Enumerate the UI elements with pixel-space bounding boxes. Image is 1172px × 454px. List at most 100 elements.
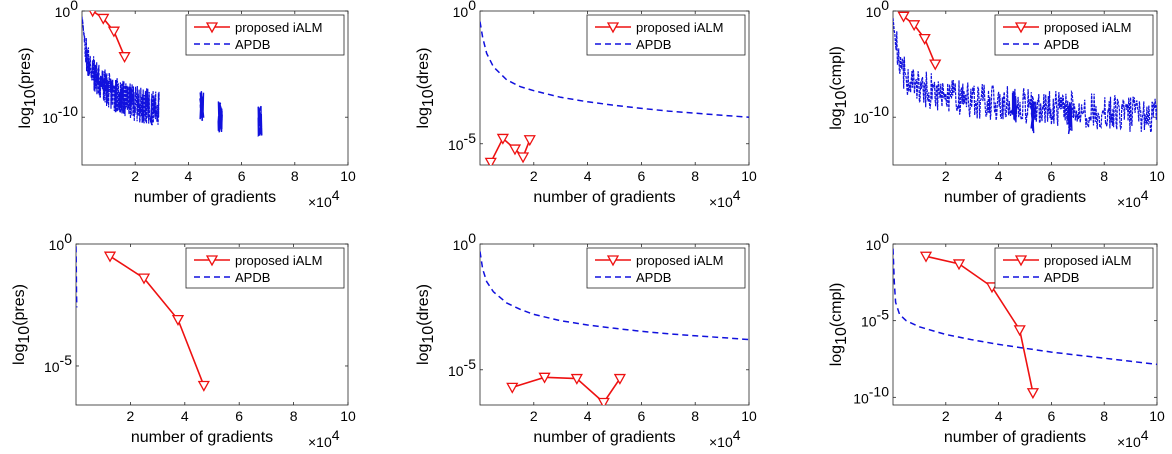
y-label-suffix: (pres) [17, 48, 34, 90]
y-tick-base: 10 [49, 237, 65, 253]
x-tick-label: 4 [995, 168, 1003, 184]
x-tick-label: 8 [691, 168, 699, 184]
x-tick-label: 8 [290, 408, 298, 424]
legend-label-ialm: proposed iALM [636, 20, 723, 35]
y-tick-label: 100 [866, 0, 890, 20]
y-tick-exponent: -5 [464, 356, 477, 372]
x-tick-label: 6 [1048, 168, 1056, 184]
plot-area [480, 21, 749, 165]
series-line-ialm [92, 11, 126, 58]
plot-area [82, 11, 263, 137]
apdb-residual-spike [199, 91, 205, 121]
data-point-ialm [597, 397, 610, 405]
x-tick-label: 8 [291, 168, 299, 184]
y-axis-label: log10(cmpl) [828, 46, 850, 130]
x-tick-label: 6 [238, 168, 246, 184]
x-tick-label: 10 [340, 408, 356, 424]
y-label-suffix: (cmpl) [828, 283, 845, 327]
data-point-ialm [89, 11, 97, 18]
axes-box [892, 243, 1158, 406]
data-point-ialm [908, 20, 921, 32]
y-tick-base: 10 [44, 359, 60, 375]
y-label-suffix: (pres) [11, 284, 28, 326]
apdb-residual-spike [1011, 91, 1018, 123]
plot-area [893, 11, 1157, 135]
x-axis-label: number of gradients [131, 429, 273, 446]
y-axis-label: log10(pres) [17, 48, 39, 129]
data-point-ialm [523, 135, 536, 147]
y-label-subscript: 10 [833, 91, 850, 109]
y-tick-label: 10-10 [853, 383, 889, 406]
y-tick-base: 10 [42, 110, 58, 126]
x-tick-label: 2 [127, 408, 135, 424]
data-point-ialm [118, 52, 131, 64]
x-tick-label: 2 [530, 408, 538, 424]
y-axis-label: log10(cmpl) [828, 283, 850, 367]
plot-area [480, 251, 749, 405]
y-tick-label: 100 [453, 230, 477, 253]
y-tick-exponent: -10 [869, 103, 889, 119]
y-tick-base: 10 [853, 390, 869, 406]
legend-label-ialm: proposed iALM [1044, 253, 1131, 268]
x-multiplier-base: ×10 [1117, 194, 1141, 210]
data-point-ialm [985, 282, 999, 294]
y-label-subscript: 10 [420, 89, 437, 107]
x-tick-label: 2 [942, 168, 950, 184]
legend: proposed iALM APDB [994, 247, 1154, 289]
series-line-apdb [893, 18, 1157, 134]
x-axis-multiplier: ×104 [308, 187, 340, 210]
y-label-prefix: log [415, 107, 432, 128]
x-tick-label: 4 [584, 408, 592, 424]
legend: proposed iALM APDB [185, 247, 345, 289]
plot-area [893, 248, 1157, 400]
legend-label-apdb: APDB [1044, 270, 1079, 285]
apdb-residual-spike [1029, 101, 1036, 134]
axes-box [81, 10, 349, 166]
y-tick-base: 10 [866, 4, 882, 20]
y-tick-exponent: 0 [881, 230, 889, 246]
x-tick-label: 4 [584, 168, 592, 184]
axes-box [479, 10, 750, 166]
legend-marker-ialm [1014, 255, 1028, 267]
axes-box [479, 243, 750, 406]
y-label-prefix: log [828, 345, 845, 366]
legend: proposed iALM APDB [586, 247, 746, 289]
y-tick-exponent: 0 [64, 230, 72, 246]
x-tick-label: 2 [942, 408, 950, 424]
y-tick-base: 10 [453, 237, 469, 253]
y-tick-label: 10-5 [44, 352, 72, 375]
legend-label-ialm: proposed iALM [636, 253, 723, 268]
legend: proposed iALM APDB [994, 14, 1154, 56]
legend-box [185, 247, 345, 289]
x-axis-label: number of gradients [134, 189, 276, 206]
y-tick-base: 10 [853, 110, 869, 126]
x-multiplier-base: ×10 [308, 434, 332, 450]
data-point-ialm [570, 373, 583, 385]
x-axis-multiplier: ×104 [1117, 187, 1149, 210]
y-tick-exponent: -5 [877, 307, 890, 323]
y-tick-base: 10 [453, 4, 469, 20]
x-axis-label: number of gradients [533, 429, 675, 446]
y-tick-exponent: -5 [60, 352, 73, 368]
x-multiplier-exponent: 4 [1141, 427, 1149, 443]
x-multiplier-base: ×10 [1117, 434, 1141, 450]
y-tick-exponent: 0 [468, 230, 476, 246]
x-tick-label: 6 [638, 408, 646, 424]
x-multiplier-exponent: 4 [1141, 187, 1149, 203]
axes-box [892, 10, 1158, 166]
apdb-residual-spike [1067, 102, 1074, 135]
y-tick-base: 10 [866, 237, 882, 253]
x-multiplier-exponent: 4 [332, 427, 340, 443]
x-axis-label: number of gradients [533, 189, 675, 206]
legend-label-ialm: proposed iALM [1044, 20, 1131, 35]
legend-label-apdb: APDB [1044, 37, 1079, 52]
legend-marker-ialm [606, 255, 620, 267]
data-point-ialm [508, 144, 522, 156]
data-point-ialm [919, 251, 933, 263]
x-tick-label: 2 [530, 168, 538, 184]
x-multiplier-base: ×10 [709, 434, 733, 450]
y-tick-exponent: 0 [70, 0, 78, 13]
